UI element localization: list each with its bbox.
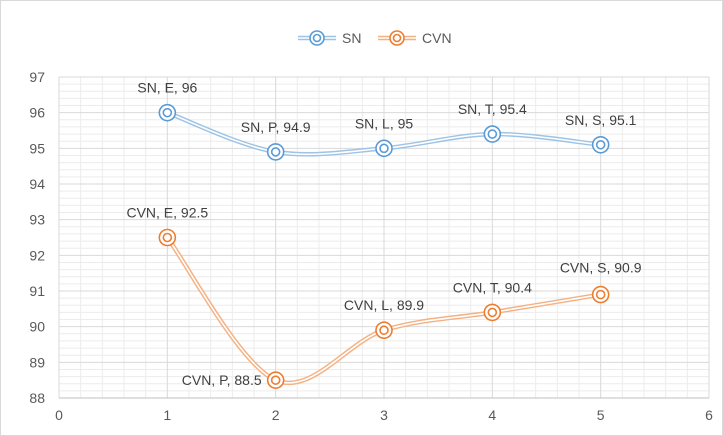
sn-data-label: SN, L, 95 [355, 115, 414, 131]
cvn-legend-marker-inner [392, 33, 402, 43]
series-markers [158, 103, 610, 389]
y-tick-label: 89 [29, 354, 45, 370]
y-tick-label: 90 [29, 319, 45, 335]
legend: SN CVN [298, 30, 452, 46]
x-tick-label: 3 [380, 407, 388, 423]
sn-data-label: SN, T, 95.4 [458, 101, 527, 117]
y-tick-label: 96 [29, 105, 45, 121]
sn-point-inner [379, 143, 389, 154]
y-tick-label: 93 [29, 212, 45, 228]
x-axis-tick-labels: 0 1 2 3 4 5 6 [55, 407, 713, 423]
sn-data-label: SN, E, 96 [137, 80, 197, 96]
data-labels: SN, E, 96 SN, P, 94.9 SN, L, 95 SN, T, 95.4… [126, 80, 642, 388]
sn-legend-label: SN [342, 30, 361, 46]
y-tick-label: 92 [29, 247, 45, 263]
cvn-point-inner [379, 325, 389, 336]
cvn-point-inner [595, 289, 606, 300]
y-tick-label: 95 [29, 140, 45, 156]
cvn-data-label: CVN, L, 89.9 [344, 297, 424, 313]
sn-data-label: SN, P, 94.9 [241, 119, 311, 135]
x-tick-label: 6 [705, 407, 713, 423]
cvn-data-label: CVN, E, 92.5 [126, 205, 208, 221]
cvn-data-label: CVN, T, 90.4 [453, 279, 532, 295]
cvn-data-label: CVN, P, 88.5 [182, 372, 262, 388]
sn-legend-marker-inner [312, 33, 322, 43]
y-axis-tick-labels: 88 89 90 91 92 93 94 95 96 97 [29, 69, 45, 406]
x-tick-label: 5 [597, 407, 605, 423]
cvn-point-inner [162, 232, 173, 243]
x-tick-label: 0 [55, 407, 63, 423]
sn-point-inner [595, 139, 606, 150]
sn-point-inner [162, 107, 173, 118]
sn-data-label: SN, S, 95.1 [565, 112, 637, 128]
y-tick-label: 97 [29, 69, 45, 85]
y-tick-label: 88 [29, 390, 45, 406]
sn-point-inner [487, 129, 498, 139]
cvn-point-inner [270, 375, 281, 385]
cvn-legend-label: CVN [422, 30, 452, 46]
x-tick-label: 2 [272, 407, 280, 423]
cvn-series-line-inner [166, 236, 602, 384]
cvn-point-inner [487, 307, 498, 318]
y-tick-label: 94 [29, 176, 45, 192]
x-tick-label: 4 [488, 407, 496, 423]
cvn-data-label: CVN, S, 90.9 [560, 260, 642, 276]
sn-point-inner [270, 147, 281, 157]
x-tick-label: 1 [163, 407, 171, 423]
y-tick-label: 91 [29, 283, 45, 299]
